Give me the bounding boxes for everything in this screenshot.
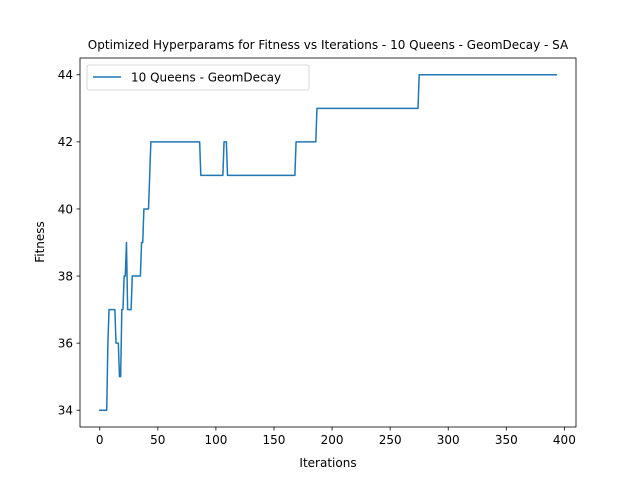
legend-box [86,64,310,91]
data-point [227,175,228,176]
data-point [199,141,200,142]
series-line [99,74,557,411]
plot-frame [79,57,577,428]
x-tick-label: 150 [263,433,286,447]
data-point [142,242,143,243]
data-point [107,342,108,343]
data-point [417,108,418,109]
x-tick-label: 300 [437,433,460,447]
x-tick-label: 100 [204,433,227,447]
data-point [126,242,127,243]
data-point [122,309,123,310]
data-point [297,141,298,142]
series-layer [99,74,557,411]
x-tick-label: 50 [150,433,165,447]
data-point [556,74,557,75]
data-point [140,275,141,276]
plot-area [80,58,576,427]
data-point [114,309,115,310]
data-point [135,275,136,276]
y-tick-label: 34 [58,404,73,418]
data-point [149,175,150,176]
data-point [99,410,100,411]
y-tick-label: 44 [58,68,73,82]
legend-label: 10 Queens - GeomDecay [131,71,281,85]
x-tick-label: 350 [495,433,518,447]
chart-title: Optimized Hyperparams for Fitness vs Ite… [88,38,569,52]
x-tick-label: 400 [553,433,576,447]
data-point [315,141,316,142]
y-tick-label: 40 [58,202,73,216]
y-axis-ticks: 34 36 38 40 42 44 [58,68,80,418]
x-axis-label: Iterations [299,456,356,470]
data-point [110,309,111,310]
data-point [130,309,131,310]
data-point [118,342,119,343]
y-axis-label: Fitness [33,221,47,263]
data-point [125,275,126,276]
y-tick-label: 36 [58,336,73,350]
data-point [106,410,107,411]
y-tick-label: 42 [58,135,73,149]
data-point [317,108,318,109]
x-tick-label: 200 [321,433,344,447]
data-point [151,141,152,142]
data-point [144,208,145,209]
x-axis-ticks: 0 50 100 150 200 250 300 350 400 [96,427,576,447]
data-point [420,74,421,75]
data-point [148,208,149,209]
data-point [226,141,227,142]
data-point [120,376,121,377]
legend: 10 Queens - GeomDecay [86,64,310,91]
x-tick-label: 0 [96,433,104,447]
data-point [201,175,202,176]
y-tick-label: 38 [58,269,73,283]
data-point [222,175,223,176]
x-tick-label: 250 [379,433,402,447]
data-point [294,175,295,176]
